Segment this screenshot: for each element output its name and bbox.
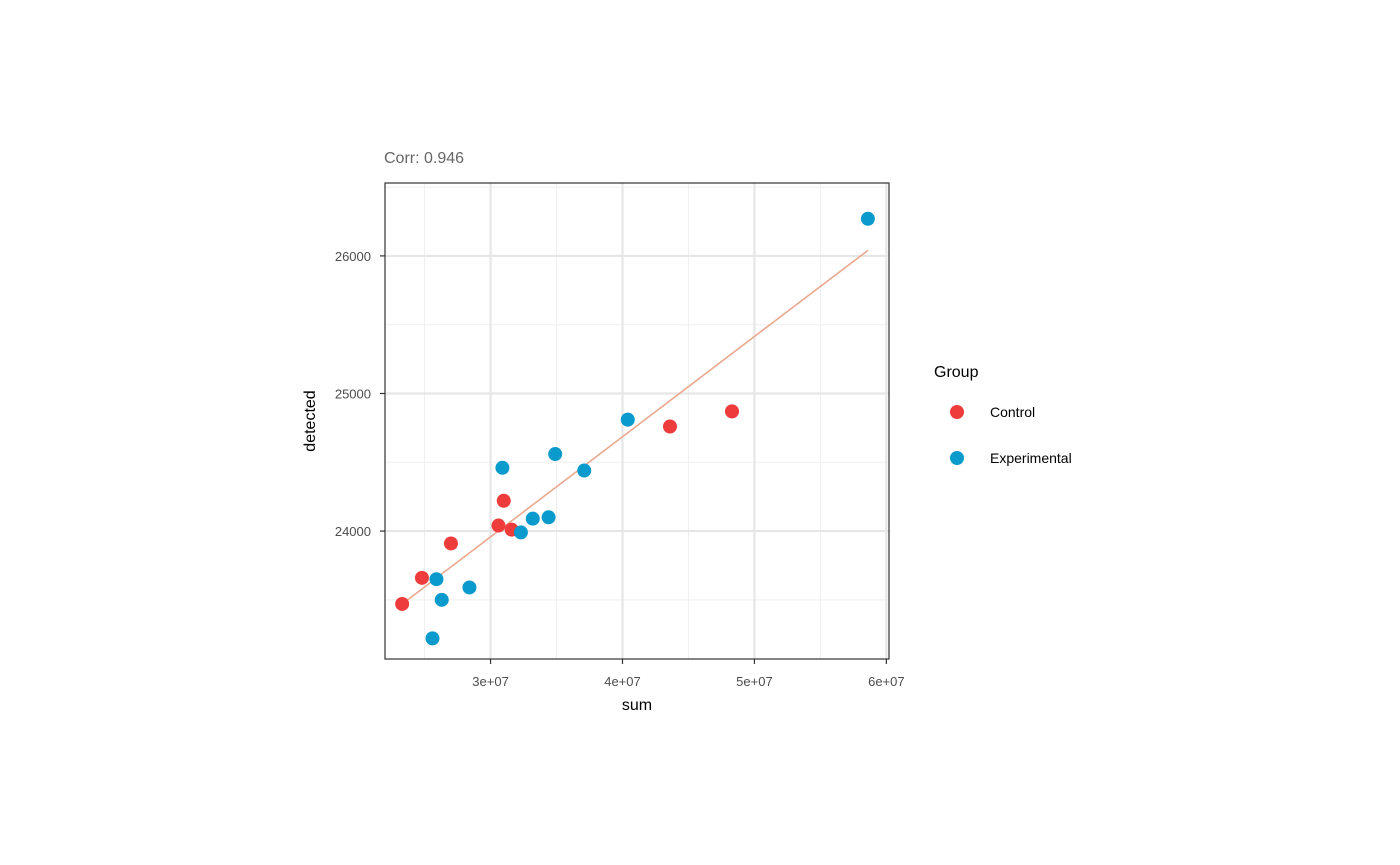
data-point-experimental: [620, 412, 635, 427]
data-point-control: [395, 596, 410, 611]
legend-label-control: Control: [990, 404, 1035, 420]
data-point-experimental: [495, 460, 510, 475]
data-points: [395, 211, 875, 646]
legend-label-experimental: Experimental: [990, 450, 1072, 466]
trend-line: [401, 249, 869, 605]
y-axis: 24000 25000 26000: [335, 249, 385, 539]
panel-border: [384, 182, 890, 660]
data-point-experimental: [548, 447, 563, 462]
x-tick-label: 3e+07: [472, 674, 509, 689]
data-point-control: [443, 536, 458, 551]
y-tick-label: 25000: [335, 386, 371, 401]
y-tick-label: 26000: [335, 249, 371, 264]
x-tick-label: 5e+07: [736, 674, 773, 689]
data-point-experimental: [513, 525, 528, 540]
x-axis-title: sum: [622, 697, 652, 714]
x-tick-label: 6e+07: [868, 674, 905, 689]
legend: Group Control Experimental: [934, 364, 1072, 466]
x-axis: 3e+07 4e+07 5e+07 6e+07: [472, 659, 905, 689]
data-point-experimental: [425, 631, 440, 646]
chart-subtitle: Corr: 0.946: [384, 150, 464, 167]
x-tick-label: 4e+07: [604, 674, 641, 689]
legend-title: Group: [934, 364, 979, 381]
data-point-experimental: [860, 211, 875, 226]
y-tick-label: 24000: [335, 524, 371, 539]
data-point-control: [414, 570, 429, 585]
data-point-experimental: [541, 510, 556, 525]
data-point-experimental: [434, 592, 449, 607]
data-point-control: [724, 404, 739, 419]
data-point-control: [662, 419, 677, 434]
major-gridlines: [385, 183, 889, 659]
legend-key-control: [950, 405, 964, 419]
data-point-experimental: [429, 572, 444, 587]
legend-key-experimental: [950, 451, 964, 465]
minor-gridlines: [385, 183, 889, 659]
data-point-experimental: [462, 580, 477, 595]
data-point-control: [496, 493, 511, 508]
data-point-control: [491, 518, 506, 533]
data-point-experimental: [577, 463, 592, 478]
y-axis-title: detected: [302, 390, 319, 451]
data-point-experimental: [525, 511, 540, 526]
